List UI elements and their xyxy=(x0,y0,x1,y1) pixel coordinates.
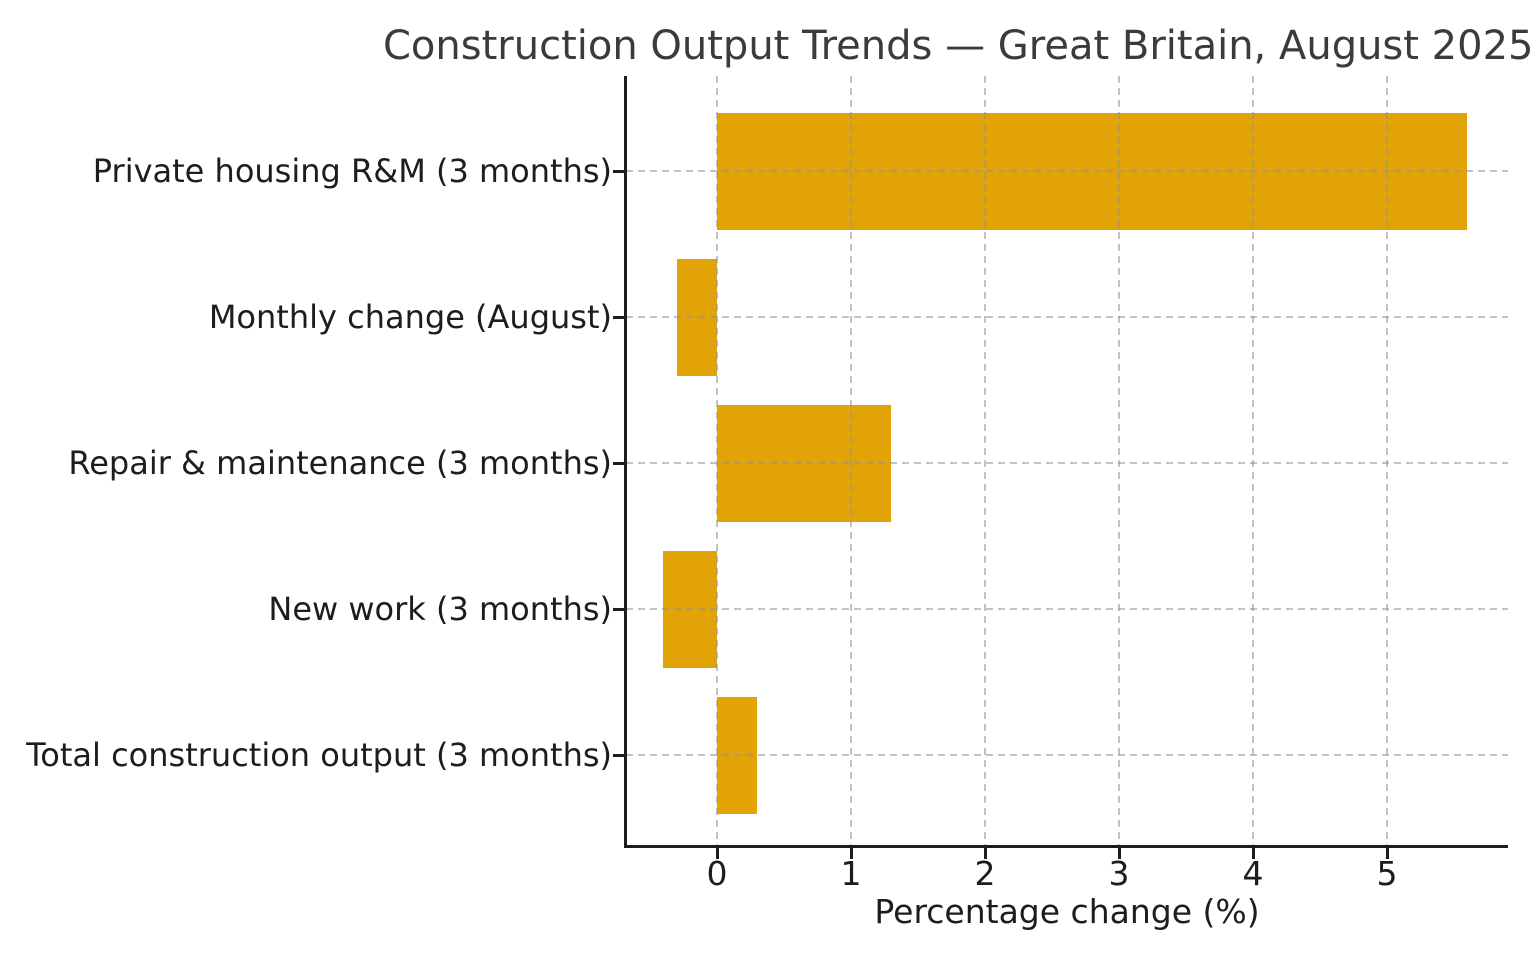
x-tick-mark xyxy=(984,848,987,859)
category-label: New work (3 months) xyxy=(268,590,612,628)
x-tick-label: 3 xyxy=(1108,854,1130,893)
y-tick-mark xyxy=(613,754,624,757)
y-tick-mark xyxy=(613,462,624,465)
y-tick-mark xyxy=(613,170,624,173)
category-label: Private housing R&M (3 months) xyxy=(92,152,612,190)
vertical-gridline xyxy=(716,76,718,845)
category-label: Monthly change (August) xyxy=(208,298,612,336)
vertical-gridline xyxy=(984,76,986,845)
x-tick-mark xyxy=(716,848,719,859)
y-axis-spine xyxy=(624,76,627,848)
x-tick-mark xyxy=(1118,848,1121,859)
vertical-gridline xyxy=(1386,76,1388,845)
x-tick-label: 2 xyxy=(974,854,996,893)
x-tick-mark xyxy=(850,848,853,859)
x-tick-label: 1 xyxy=(840,854,862,893)
horizontal-gridline xyxy=(626,754,1508,756)
chart-title: Construction Output Trends — Great Brita… xyxy=(383,23,1534,69)
x-tick-label: 4 xyxy=(1242,854,1264,893)
category-label: Total construction output (3 months) xyxy=(26,736,612,774)
vertical-gridline xyxy=(1252,76,1254,845)
x-axis-spine xyxy=(624,845,1508,848)
horizontal-gridline xyxy=(626,462,1508,464)
x-tick-mark xyxy=(1386,848,1389,859)
x-tick-mark xyxy=(1252,848,1255,859)
vertical-gridline xyxy=(850,76,852,845)
horizontal-gridline xyxy=(626,316,1508,318)
x-tick-label: 5 xyxy=(1376,854,1398,893)
x-tick-label: 0 xyxy=(706,854,728,893)
horizontal-gridline xyxy=(626,170,1508,172)
x-axis-label: Percentage change (%) xyxy=(874,892,1260,931)
y-tick-mark xyxy=(613,608,624,611)
category-label: Repair & maintenance (3 months) xyxy=(68,444,612,482)
horizontal-gridline xyxy=(626,608,1508,610)
vertical-gridline xyxy=(1118,76,1120,845)
y-tick-mark xyxy=(613,316,624,319)
